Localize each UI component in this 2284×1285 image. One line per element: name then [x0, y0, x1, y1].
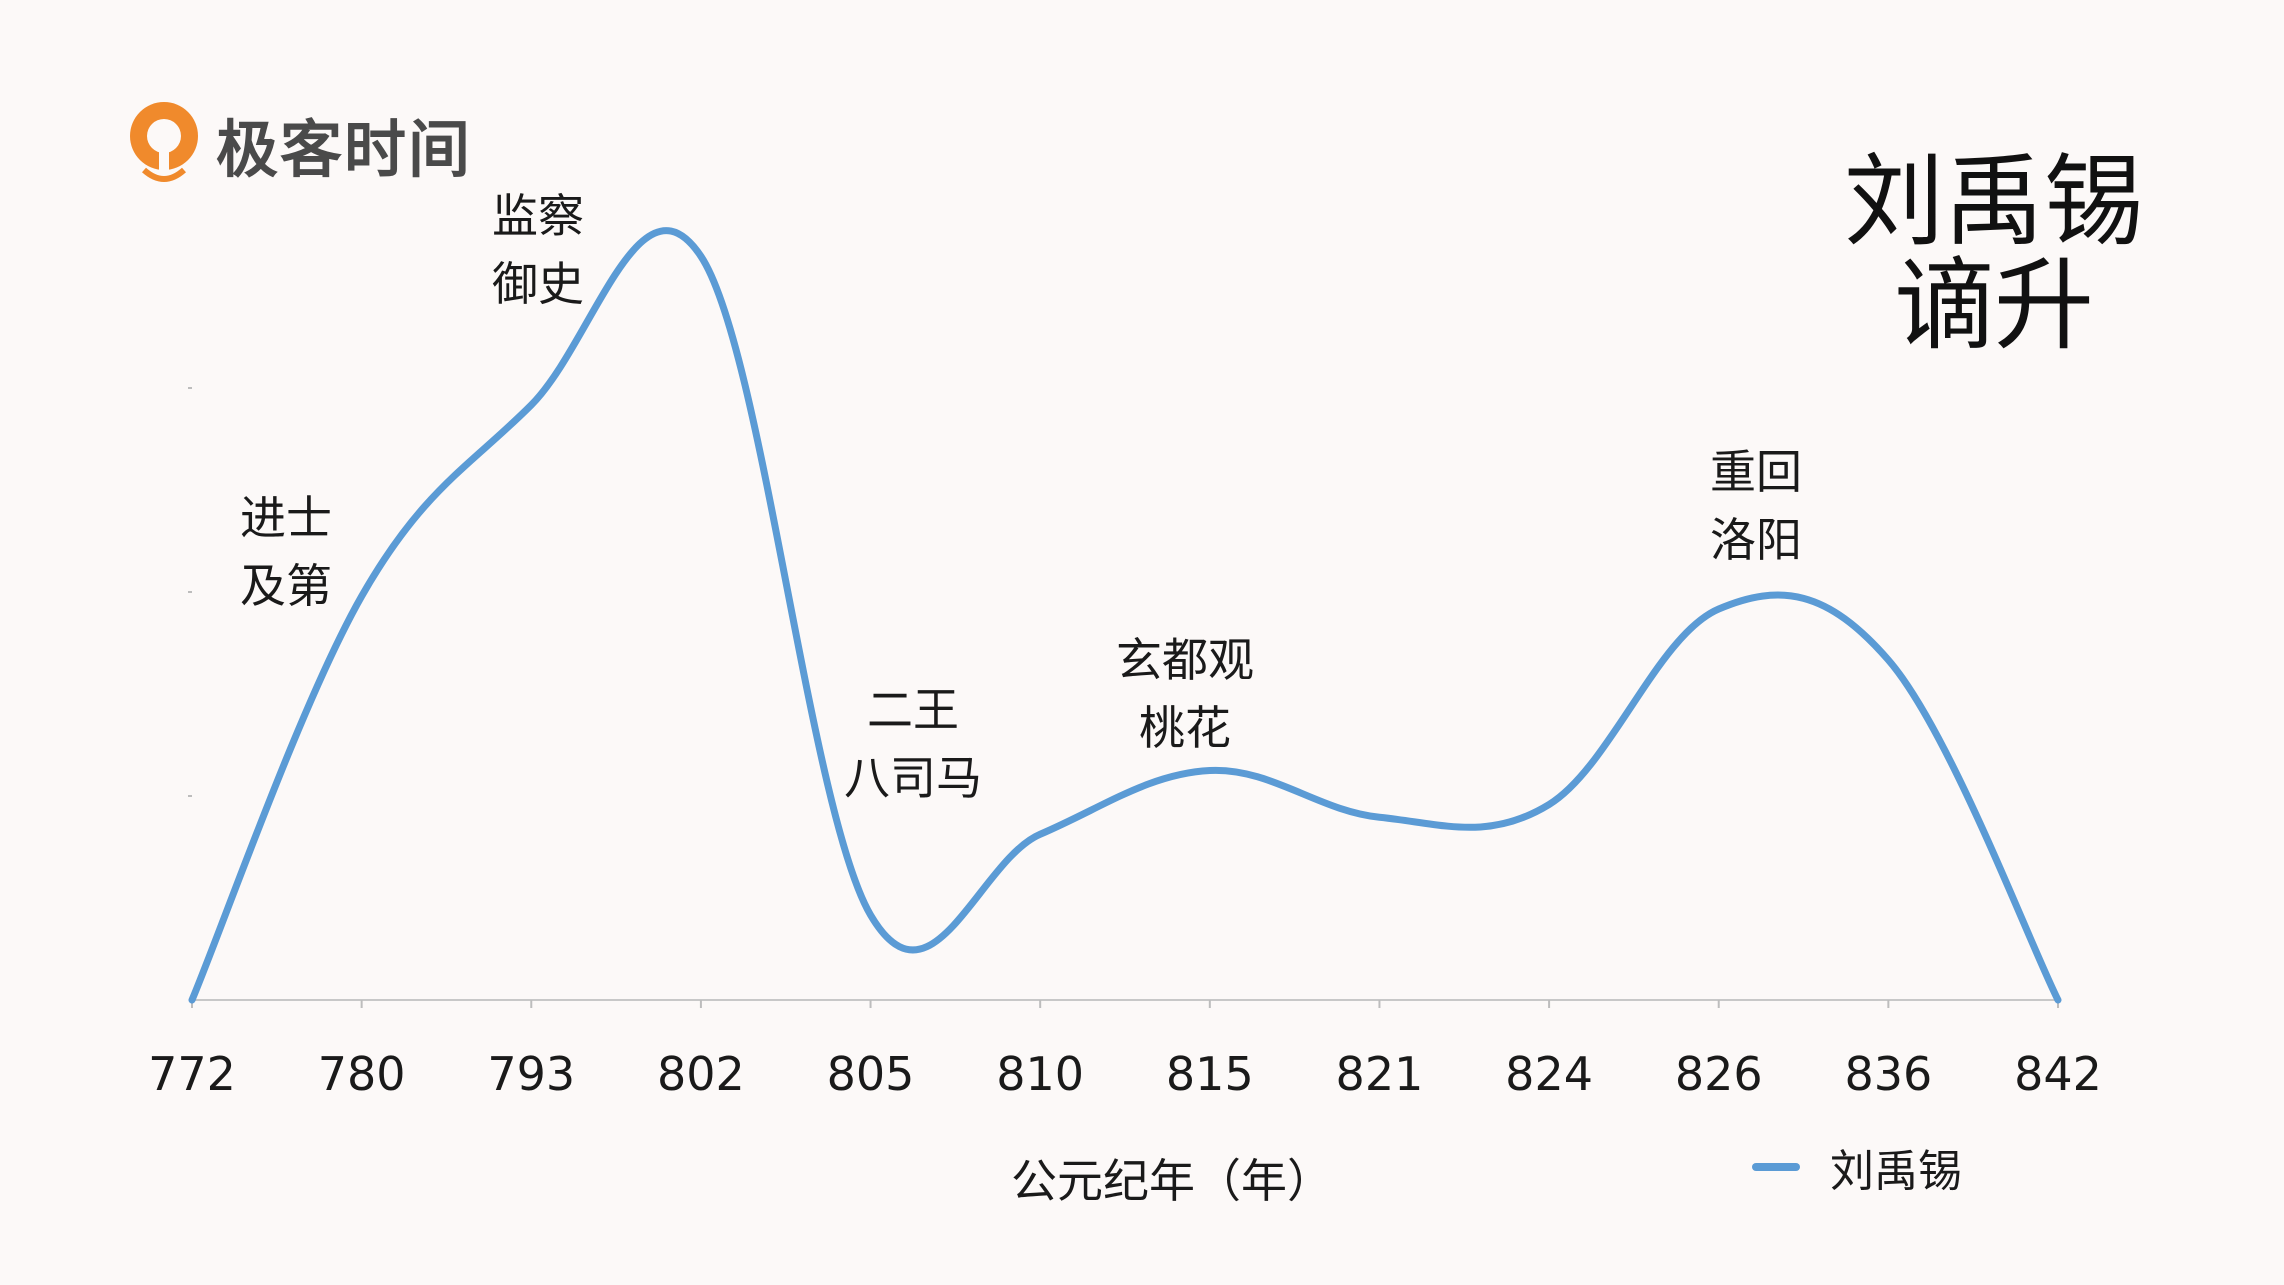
legend: 刘禹锡 — [1752, 1135, 1962, 1199]
annotation-xuandu: 玄都观 桃花 — [1116, 626, 1254, 762]
x-tick-label: 793 — [487, 1047, 575, 1101]
annotation-line: 洛阳 — [1710, 513, 1802, 567]
x-tick-label: 802 — [657, 1047, 745, 1101]
geektime-logo-icon — [130, 102, 198, 182]
x-tick-label: 821 — [1336, 1047, 1424, 1101]
logo-text: 极客时间 — [216, 113, 473, 186]
x-axis-label: 公元纪年（年） — [1011, 1154, 1333, 1208]
x-tick-label: 805 — [827, 1047, 915, 1101]
annotation-line: 二王 — [867, 683, 959, 737]
annotation-line: 及第 — [240, 559, 332, 613]
annotation-line: 监察 — [492, 189, 584, 243]
x-tick-label: 826 — [1675, 1047, 1763, 1101]
legend-label: 刘禹锡 — [1830, 1146, 1962, 1197]
x-tick-label: 780 — [318, 1047, 406, 1101]
chart-title: 刘禹锡 谪升 — [1844, 150, 2144, 358]
x-tick-label: 824 — [1505, 1047, 1593, 1101]
logo: 极客时间 — [124, 96, 472, 192]
title-line-1: 刘禹锡 — [1844, 143, 2144, 260]
annotation-jinshi: 进士 及第 — [240, 484, 332, 620]
x-tick-label: 842 — [2014, 1047, 2102, 1101]
annotation-line: 重回 — [1710, 445, 1802, 499]
legend-swatch — [1752, 1163, 1800, 1171]
annotation-erwang: 二王 八司马 — [844, 676, 982, 812]
annotation-line: 八司马 — [844, 751, 982, 805]
title-line-2: 谪升 — [1894, 247, 2094, 364]
x-tick-label: 772 — [148, 1047, 236, 1101]
x-tick-label: 836 — [1844, 1047, 1932, 1101]
series-line — [188, 227, 2062, 1004]
annotation-line: 进士 — [240, 491, 332, 545]
annotation-jiancha: 监察 御史 — [492, 182, 584, 318]
annotation-line: 御史 — [492, 257, 584, 311]
annotation-luoyang: 重回 洛阳 — [1710, 438, 1802, 574]
x-tick-label: 815 — [1166, 1047, 1254, 1101]
annotation-line: 桃花 — [1139, 701, 1231, 755]
x-tick-label: 810 — [996, 1047, 1084, 1101]
annotation-line: 玄都观 — [1116, 633, 1254, 687]
